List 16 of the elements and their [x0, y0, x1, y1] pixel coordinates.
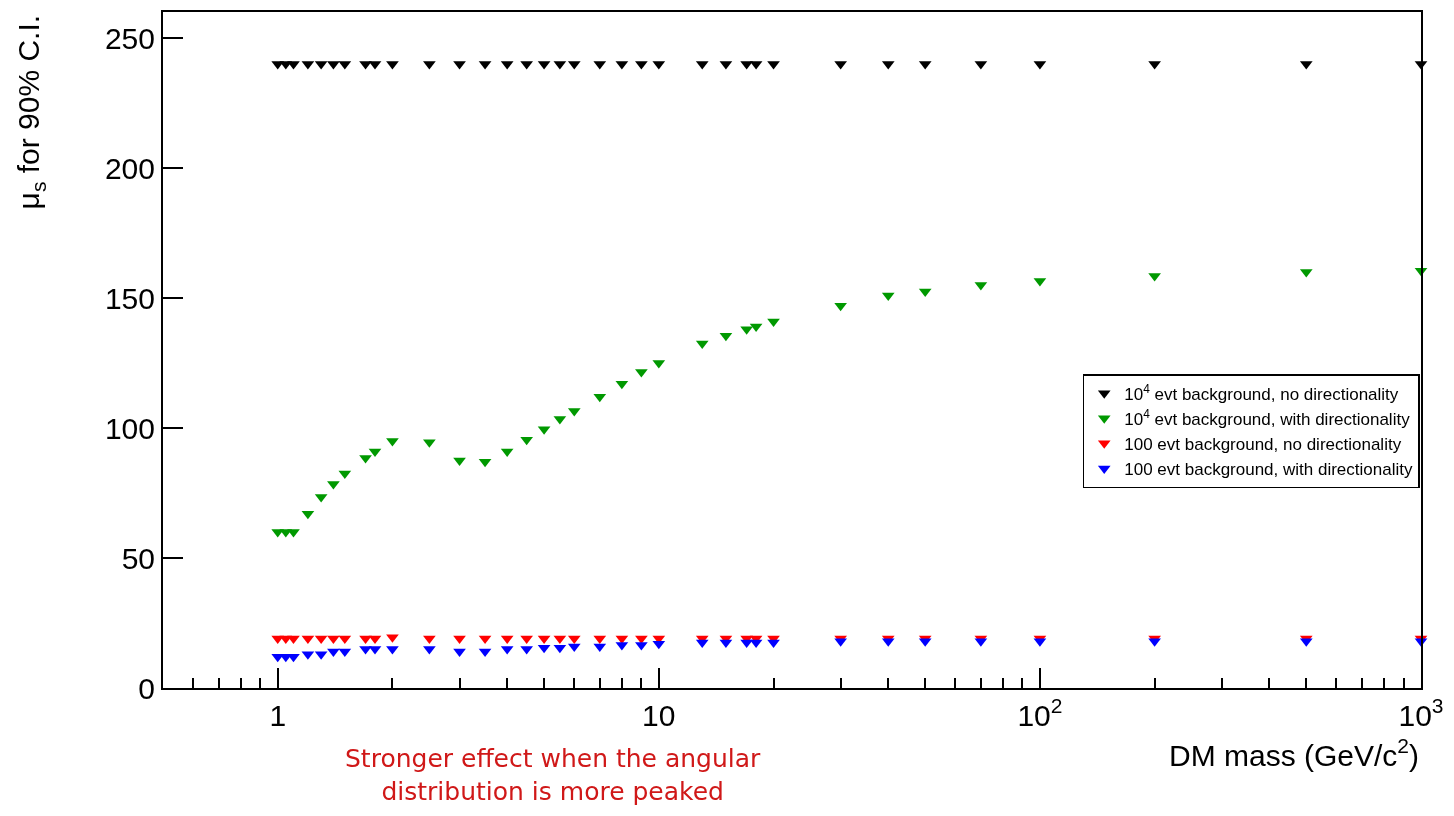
- x-tick-label: 10$^{2}$: [1017, 694, 1063, 732]
- x-tick-label: 1: [269, 699, 287, 732]
- y-tick-label: 150: [104, 281, 155, 315]
- y-tick-label: 50: [121, 541, 155, 575]
- y-tick-label: 200: [104, 151, 155, 185]
- legend-label: 10$^{4}$ evt background, with directionality: [1124, 406, 1411, 429]
- legend-label: 100 evt background, no directionality: [1124, 435, 1402, 454]
- x-axis-title: DM mass (GeV/c$^{2}$): [1169, 734, 1420, 772]
- legend-label: 100 evt background, with directionality: [1124, 460, 1413, 480]
- y-tick-label: 0: [138, 671, 155, 705]
- legend-label: 10$^{4}$ evt background, no directionality: [1124, 381, 1399, 404]
- x-tick-label: 10$^{3}$: [1398, 694, 1444, 732]
- x-tick-label: 10: [642, 699, 676, 732]
- y-tick-label: 250: [104, 21, 155, 55]
- y-tick-label: 100: [104, 411, 155, 445]
- text: Stronger effect when the angular distribution is more peaked: [345, 744, 762, 806]
